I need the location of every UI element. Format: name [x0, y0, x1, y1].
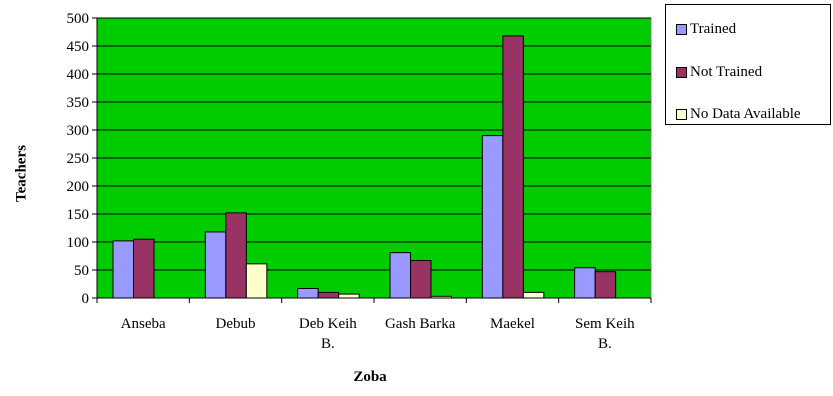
legend-item-no-data: No Data Available — [676, 106, 801, 123]
gridlines — [97, 17, 651, 271]
legend-swatch-trained — [676, 24, 687, 35]
x-tick-labels: Anseba Debub Deb Keih B. Gash Barka Maekel Sem… — [121, 316, 635, 352]
bar-trained-3 — [389, 252, 411, 299]
y-tick-label: 50 — [74, 263, 89, 279]
x-tick-label: Deb Keih B. — [299, 316, 357, 352]
bar-no-data-available-4 — [522, 291, 545, 299]
bar-no-data-available-2 — [338, 293, 360, 299]
axes — [92, 17, 652, 303]
bar-not-trained-3 — [410, 259, 432, 299]
y-tick-label: 300 — [67, 123, 90, 139]
y-tick-label: 450 — [67, 39, 90, 55]
y-tick-label: 0 — [82, 291, 90, 307]
legend-label-not-trained: Not Trained — [690, 64, 763, 80]
x-tick-label-line: Gash Barka — [385, 316, 456, 332]
x-tick-label: Maekel — [490, 316, 535, 332]
y-axis-title: Teachers — [13, 145, 30, 202]
bar-trained-4 — [481, 135, 504, 299]
x-tick-label: Debub — [216, 316, 256, 332]
legend-item-trained: Trained — [676, 21, 736, 38]
y-tick-label: 200 — [67, 179, 90, 195]
x-tick-label: Gash Barka — [385, 316, 456, 332]
y-tick-label: 250 — [67, 151, 90, 167]
y-tick-label: 350 — [67, 95, 90, 111]
bar-trained-0 — [112, 240, 134, 299]
legend-label-no-data: No Data Available — [690, 106, 801, 122]
x-axis-title: Zoba — [353, 369, 387, 385]
legend-swatch-no-data — [676, 109, 687, 120]
bar-not-trained-1 — [225, 212, 247, 299]
legend-swatch-not-trained — [676, 67, 687, 78]
y-tick-label: 400 — [67, 67, 90, 83]
y-tick-label: 150 — [67, 207, 90, 223]
x-tick-label-line: B. — [598, 336, 612, 352]
x-tick-label-line: Anseba — [121, 316, 166, 332]
y-tick-labels: 0 50 100 150 200 250 300 350 400 450 500 — [67, 11, 90, 307]
bars — [112, 35, 617, 299]
legend: Trained Not Trained No Data Available — [665, 4, 831, 125]
x-tick-label-line: B. — [321, 336, 335, 352]
y-tick-label: 500 — [67, 11, 90, 27]
legend-label-trained: Trained — [690, 21, 737, 37]
x-tick-label: Anseba — [121, 316, 166, 332]
legend-item-not-trained: Not Trained — [676, 64, 762, 81]
bar-not-trained-0 — [133, 238, 155, 299]
bar-not-trained-2 — [317, 291, 340, 299]
x-tick-label: Sem Keih B. — [575, 316, 635, 352]
x-tick-label-line: Debub — [216, 316, 256, 332]
bar-not-trained-4 — [502, 35, 524, 299]
bar-trained-2 — [297, 287, 319, 299]
y-tick-label: 100 — [67, 235, 90, 251]
x-tick-label-line: Maekel — [490, 316, 535, 332]
bar-not-trained-5 — [594, 271, 617, 299]
bar-no-data-available-1 — [245, 263, 268, 299]
bar-trained-1 — [204, 231, 227, 299]
x-tick-label-line: Sem Keih — [575, 316, 635, 332]
bar-trained-5 — [574, 267, 596, 299]
x-tick-label-line: Deb Keih — [299, 316, 357, 332]
